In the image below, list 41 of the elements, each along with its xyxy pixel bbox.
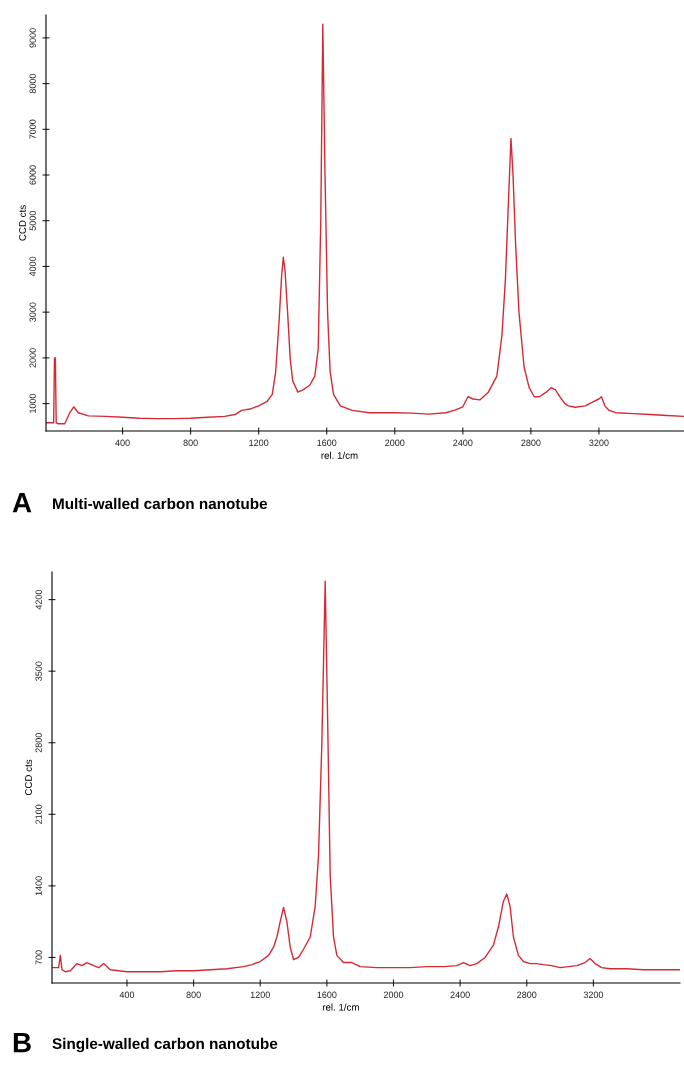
y-tick-label: 700 [35,950,42,965]
x-axis-title: rel. 1/cm [321,451,358,459]
x-axis-title: rel. 1/cm [322,1003,359,1011]
line-series [52,580,680,973]
y-tick-label: 8000 [29,73,36,94]
x-tick-label: 3200 [583,991,604,998]
y-tick-label: 1400 [35,876,42,896]
x-tick-label: 1200 [250,991,270,998]
x-tick-label: 400 [119,991,135,998]
x-tick-label: 2800 [521,439,541,446]
y-axis-title: CCD cts [25,759,32,796]
text: Single-walled carbon nanotube [52,1037,278,1053]
y-tick-label: 9000 [29,28,36,48]
x-tick-label: 2800 [517,991,537,998]
x-tick-label: 1600 [317,991,337,998]
x-tick-label: 2000 [383,991,404,998]
x-tick-label: 2400 [450,991,470,998]
y-tick-label: 2000 [29,348,36,368]
x-tick-label: 1600 [317,439,337,446]
text: B [13,1033,31,1053]
text: Multi-walled carbon nanotube [53,497,268,510]
x-tick-label: 2400 [453,439,473,446]
y-tick-label: 3500 [35,661,42,681]
y-tick-label: 6000 [29,165,36,185]
y-tick-label: 7000 [29,119,36,139]
y-tick-label: 5000 [29,211,36,231]
x-tick-label: 800 [183,439,198,446]
y-axis-title: CCD cts [19,205,26,241]
x-tick-label: 3200 [589,439,609,446]
text: A [12,493,32,513]
y-tick-label: 4200 [35,589,42,610]
x-tick-label: 800 [186,991,201,998]
y-tick-label: 2100 [35,804,42,824]
y-tick-label: 3000 [29,302,36,322]
y-tick-label: 2800 [35,733,42,753]
x-tick-label: 1200 [249,439,269,446]
y-tick-label: 4000 [29,256,36,277]
x-tick-label: 2000 [385,439,405,446]
line-series [46,23,684,425]
y-tick-label: 1000 [29,393,36,413]
x-tick-label: 400 [115,439,130,446]
